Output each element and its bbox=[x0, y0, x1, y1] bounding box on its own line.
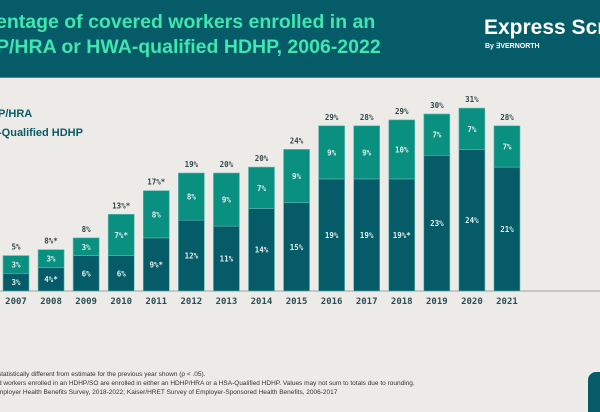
x-tick-label-2010: 2010 bbox=[110, 297, 132, 307]
total-label-2020: 31% bbox=[465, 95, 479, 104]
x-tick-label-2013: 2013 bbox=[216, 297, 238, 307]
bar-segment-hra-2019 bbox=[423, 113, 451, 156]
bar-segment-hra-2017 bbox=[353, 125, 381, 180]
bar-segment-hsa-2016 bbox=[318, 178, 345, 292]
bar-segment-hra-2012 bbox=[178, 172, 205, 221]
bar-segment-hra-2008 bbox=[37, 249, 65, 268]
segment-label-2015: 15% bbox=[290, 243, 304, 252]
corner-tab bbox=[588, 372, 600, 412]
title-line-2: P/HRA or HWA-qualified HDHP, 2006-2022 bbox=[0, 36, 381, 58]
segment-label-2011: 8% bbox=[152, 210, 162, 219]
x-tick-label-2020: 2020 bbox=[461, 297, 483, 307]
bar-segment-hsa-2021 bbox=[493, 166, 521, 292]
bar-segment-hsa-2015 bbox=[283, 202, 310, 292]
total-label-2007: 5% bbox=[11, 243, 21, 252]
stacked-bar-chart: 3% 3% 5% 2007 4%* 3% 8%* 2008 6% 3% 8% 2009 6% 7%* 13%… bbox=[0, 95, 600, 307]
bar-segment-hra-2015 bbox=[283, 149, 310, 203]
x-tick-label-2011: 2011 bbox=[145, 297, 167, 307]
total-label-2008: 8%* bbox=[44, 237, 58, 246]
bar-segment-hsa-2010 bbox=[107, 255, 135, 292]
bar-segment-hra-2020 bbox=[458, 107, 486, 150]
bar-segment-hsa-2020 bbox=[458, 149, 486, 292]
bar-segment-hra-2011 bbox=[142, 190, 170, 239]
segment-label-2013: 11% bbox=[220, 255, 234, 264]
segment-label-2009: 3% bbox=[82, 243, 92, 252]
chart-title: entage of covered workers enrolled in an… bbox=[0, 10, 381, 60]
total-label-2012: 19% bbox=[185, 160, 199, 169]
evernorth-logo: By ∃VERNORTH bbox=[485, 43, 540, 50]
segment-label-2020: 24% bbox=[465, 216, 479, 225]
total-label-2010: 13%* bbox=[112, 201, 131, 210]
legend-hsa: -Qualified HDHP bbox=[0, 127, 83, 139]
segment-label-2015: 9% bbox=[292, 172, 302, 181]
title-line-1: entage of covered workers enrolled in an bbox=[0, 11, 376, 33]
bar-segment-hsa-2009 bbox=[72, 255, 100, 292]
total-label-2013: 20% bbox=[220, 160, 234, 169]
legend-hra: P/HRA bbox=[0, 108, 33, 120]
x-tick-label-2017: 2017 bbox=[356, 297, 378, 307]
segment-label-2007: 3% bbox=[11, 260, 21, 269]
segment-label-2007: 3% bbox=[11, 278, 21, 287]
segment-label-2012: 8% bbox=[187, 193, 197, 202]
bar-segment-hsa-2011 bbox=[142, 237, 170, 292]
segment-label-2012: 12% bbox=[185, 252, 199, 261]
segment-label-2011: 9%* bbox=[150, 260, 164, 269]
total-label-2021: 28% bbox=[500, 113, 514, 122]
segment-label-2020: 7% bbox=[467, 125, 477, 134]
x-tick-label-2009: 2009 bbox=[75, 297, 97, 307]
bar-segment-hra-2007 bbox=[2, 255, 30, 274]
segment-label-2019: 23% bbox=[430, 219, 444, 228]
segment-label-2008: 4%* bbox=[44, 275, 58, 284]
bar-segment-hra-2018 bbox=[388, 119, 416, 180]
segment-label-2016: 19% bbox=[325, 231, 339, 240]
total-label-2017: 28% bbox=[360, 113, 374, 122]
x-tick-label-2014: 2014 bbox=[251, 297, 273, 307]
bar-segment-hra-2016 bbox=[318, 125, 345, 180]
footnote-3: mployer Health Benefits Survey, 2018-202… bbox=[0, 389, 338, 396]
total-label-2014: 20% bbox=[255, 154, 269, 163]
segment-label-2019: 7% bbox=[432, 131, 442, 140]
total-label-2016: 29% bbox=[325, 113, 339, 122]
bar-segment-hsa-2013 bbox=[213, 225, 240, 292]
express-scripts-logo: Express Scr bbox=[484, 16, 600, 39]
segment-label-2021: 21% bbox=[500, 225, 514, 234]
segment-label-2009: 6% bbox=[82, 269, 92, 278]
x-tick-label-2016: 2016 bbox=[321, 297, 343, 307]
segment-label-2017: 9% bbox=[362, 148, 372, 157]
bar-segment-hra-2014 bbox=[248, 166, 275, 209]
x-tick-label-2008: 2008 bbox=[40, 297, 62, 307]
bar-segment-hsa-2018 bbox=[388, 178, 416, 292]
bar-segment-hra-2013 bbox=[213, 172, 240, 227]
segment-label-2017: 19% bbox=[360, 231, 374, 240]
x-tick-label-2012: 2012 bbox=[181, 297, 203, 307]
bar-segment-hra-2021 bbox=[493, 125, 521, 168]
total-label-2011: 17%* bbox=[147, 178, 166, 187]
bar-segment-hra-2009 bbox=[72, 237, 100, 256]
segment-label-2010: 7%* bbox=[114, 231, 128, 240]
segment-label-2014: 7% bbox=[257, 184, 267, 193]
header-banner: entage of covered workers enrolled in an… bbox=[0, 0, 600, 78]
x-tick-label-2007: 2007 bbox=[5, 297, 27, 307]
segment-label-2018: 10% bbox=[395, 145, 409, 154]
total-label-2018: 29% bbox=[395, 107, 409, 116]
segment-label-2008: 3% bbox=[47, 255, 57, 264]
total-label-2015: 24% bbox=[290, 136, 304, 145]
x-tick-label-2019: 2019 bbox=[426, 297, 448, 307]
segment-label-2014: 14% bbox=[255, 246, 269, 255]
total-label-2019: 30% bbox=[430, 101, 444, 110]
x-tick-label-2021: 2021 bbox=[496, 297, 518, 307]
segment-label-2016: 9% bbox=[327, 148, 337, 157]
segment-label-2018: 19%* bbox=[393, 231, 412, 240]
total-label-2009: 8% bbox=[82, 225, 92, 234]
footnote-1: statistically different from estimate fo… bbox=[0, 371, 206, 378]
segment-label-2021: 7% bbox=[502, 142, 512, 151]
x-tick-label-2015: 2015 bbox=[286, 297, 308, 307]
segment-label-2010: 6% bbox=[117, 269, 127, 278]
x-tick-label-2018: 2018 bbox=[391, 297, 413, 307]
bar-segment-hsa-2019 bbox=[423, 155, 451, 292]
bar-segment-hra-2010 bbox=[107, 214, 135, 256]
segment-label-2013: 9% bbox=[222, 196, 232, 205]
footnote-2: d workers enrolled in an HDHP/SO are enr… bbox=[0, 380, 415, 387]
